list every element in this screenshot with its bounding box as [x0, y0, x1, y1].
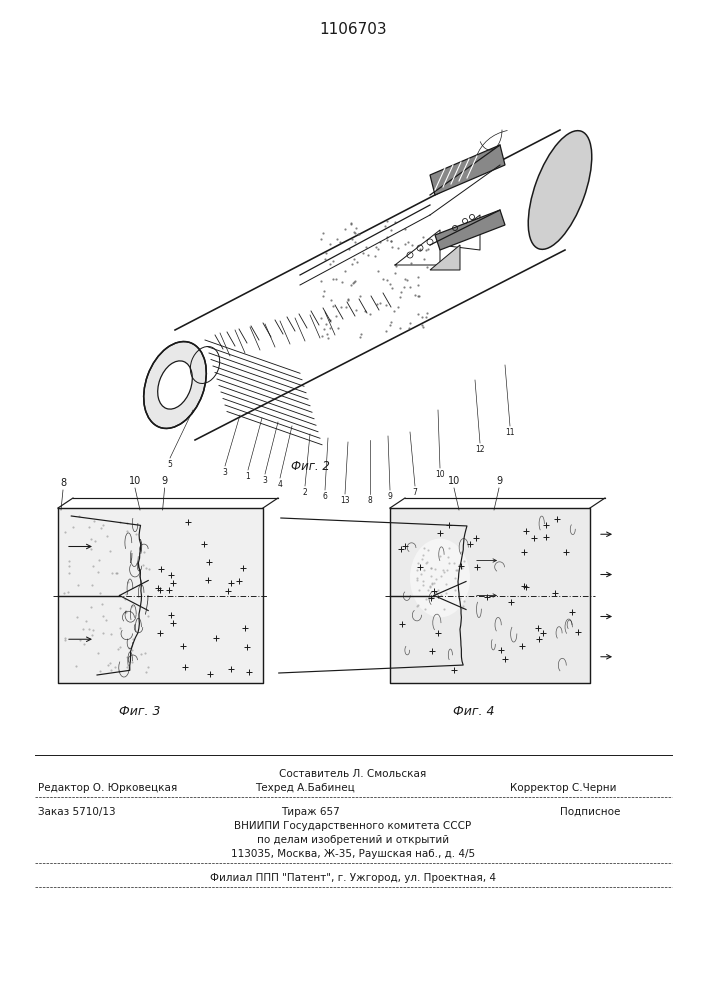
- Text: Тираж 657: Тираж 657: [281, 807, 339, 817]
- Polygon shape: [430, 145, 505, 195]
- Text: 11: 11: [506, 428, 515, 437]
- Text: 113035, Москва, Ж-35, Раушская наб., д. 4/5: 113035, Москва, Ж-35, Раушская наб., д. …: [231, 849, 475, 859]
- Polygon shape: [435, 210, 505, 250]
- Text: Заказ 5710/13: Заказ 5710/13: [38, 807, 116, 817]
- Text: 1106703: 1106703: [319, 22, 387, 37]
- Ellipse shape: [144, 342, 206, 428]
- Text: Техред А.Бабинец: Техред А.Бабинец: [255, 783, 355, 793]
- Text: 9: 9: [496, 476, 502, 486]
- Ellipse shape: [528, 131, 592, 249]
- Text: 10: 10: [129, 476, 141, 486]
- Text: 4: 4: [278, 480, 282, 489]
- Text: Фиг. 4: Фиг. 4: [453, 705, 495, 718]
- Text: Фиг. 2: Фиг. 2: [291, 460, 329, 473]
- Text: Подписное: Подписное: [560, 807, 620, 817]
- Text: по делам изобретений и открытий: по делам изобретений и открытий: [257, 835, 449, 845]
- Text: Составитель Л. Смольская: Составитель Л. Смольская: [279, 769, 426, 779]
- Polygon shape: [58, 508, 263, 683]
- Text: 10: 10: [436, 470, 445, 479]
- Text: Филиал ППП "Патент", г. Ужгород, ул. Проектная, 4: Филиал ППП "Патент", г. Ужгород, ул. Про…: [210, 873, 496, 883]
- Text: 7: 7: [413, 488, 417, 497]
- Text: 12: 12: [475, 445, 485, 454]
- Polygon shape: [430, 245, 460, 270]
- Text: 8: 8: [368, 496, 373, 505]
- Text: 9: 9: [161, 476, 168, 486]
- Text: 2: 2: [303, 488, 308, 497]
- Text: ВНИИПИ Государственного комитета СССР: ВНИИПИ Государственного комитета СССР: [235, 821, 472, 831]
- Text: 10: 10: [448, 476, 460, 486]
- Text: 6: 6: [322, 492, 327, 501]
- Ellipse shape: [158, 361, 192, 409]
- Text: 3: 3: [262, 476, 267, 485]
- Text: 9: 9: [387, 492, 392, 501]
- Polygon shape: [390, 508, 590, 683]
- Ellipse shape: [410, 539, 470, 617]
- Text: Корректор С.Черни: Корректор С.Черни: [510, 783, 617, 793]
- Text: Фиг. 3: Фиг. 3: [119, 705, 160, 718]
- Text: 13: 13: [340, 496, 350, 505]
- Text: 3: 3: [223, 468, 228, 477]
- Text: 1: 1: [245, 472, 250, 481]
- Polygon shape: [215, 175, 490, 395]
- Text: 8: 8: [60, 478, 66, 488]
- Text: Редактор О. Юрковецкая: Редактор О. Юрковецкая: [38, 783, 177, 793]
- Text: 5: 5: [168, 460, 173, 469]
